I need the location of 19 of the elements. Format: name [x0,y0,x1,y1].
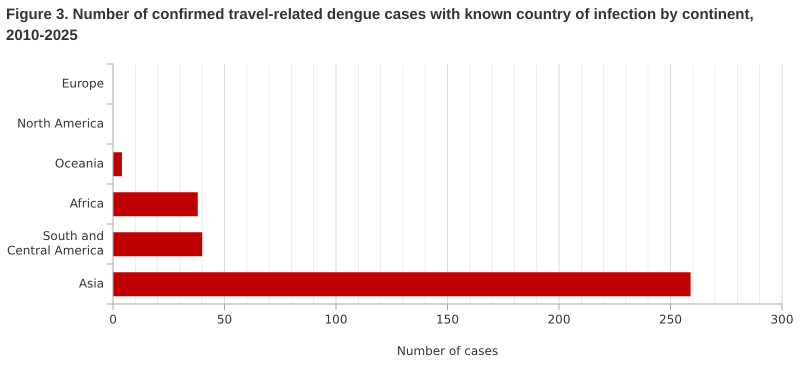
bar [114,152,122,176]
y-tick-label: Oceania [54,156,104,170]
x-tick-label: 50 [216,312,232,327]
y-tick-label: North America [17,116,104,130]
y-tick-label: Africa [70,196,104,210]
y-tick-label: Asia [78,276,104,290]
x-tick-label: 250 [659,312,682,327]
x-tick-label: 100 [324,312,348,327]
x-tick-label: 0 [109,312,117,327]
y-tick-label: South and Central America [6,229,104,258]
x-tick-label: 150 [436,312,459,327]
x-tick-label: 300 [770,312,794,327]
bar [114,192,198,216]
y-tick-label: Europe [62,76,104,90]
x-tick-label: 200 [548,312,570,327]
bar [114,232,202,256]
bar [114,272,691,296]
chart-title: Figure 3. Number of confirmed travel-related dengue cases with known country of infection by continent, 2010-2025 [6,5,755,46]
x-axis-title: Number of cases [396,344,498,358]
